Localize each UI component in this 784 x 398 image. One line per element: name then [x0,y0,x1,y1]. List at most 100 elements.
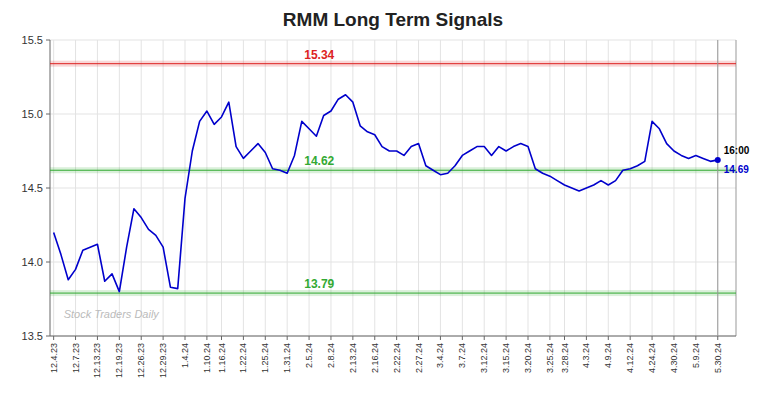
tick-mark [97,336,98,340]
tick-mark [46,40,50,41]
tick-mark [462,336,463,340]
grid-line [717,40,718,336]
tick-label: 1.4.24 [180,343,190,368]
tick-mark [695,336,696,340]
tick-mark [287,336,288,340]
tick-mark [119,336,120,340]
tick-mark [630,336,631,340]
plot-area [50,40,736,336]
tick-label: 15.5 [22,34,43,46]
tick-mark [484,336,485,340]
tick-mark [53,336,54,340]
tick-label: 1.22.24 [238,343,248,373]
tick-mark [506,336,507,340]
tick-mark [608,336,609,340]
end-time-label: 16:00 [724,145,750,156]
tick-label: 3.25.24 [545,343,555,373]
reference-band [50,290,736,296]
reference-line [50,293,736,294]
end-price-label: 14.69 [724,164,749,175]
tick-mark [374,336,375,340]
tick-mark [46,262,50,263]
tick-mark [352,336,353,340]
tick-mark [46,188,50,189]
x-axis-line [50,336,736,337]
grid-line [50,336,736,337]
tick-mark [75,336,76,340]
tick-label: 12.19.23 [114,343,124,378]
price-line [54,95,718,292]
tick-mark [717,336,718,340]
tick-label: 15.0 [22,108,43,120]
tick-label: 3.20.24 [523,343,533,373]
tick-label: 1.31.24 [282,343,292,373]
tick-mark [396,336,397,340]
tick-label: 12.26.23 [136,343,146,378]
tick-mark [185,336,186,340]
tick-mark [46,336,50,337]
tick-mark [564,336,565,340]
tick-mark [163,336,164,340]
tick-mark [221,336,222,340]
reference-label: 14.62 [304,154,334,168]
grid-line [50,40,736,41]
tick-mark [206,336,207,340]
tick-label: 12.7.23 [71,343,81,373]
tick-label: 4.9.24 [603,343,613,368]
tick-label: 2.5.24 [304,343,314,368]
end-marker-line [717,40,718,336]
tick-label: 14.0 [22,256,43,268]
tick-label: 1.16.24 [217,343,227,373]
tick-mark [528,336,529,340]
grid-line [50,188,736,189]
tick-mark [46,114,50,115]
tick-mark [418,336,419,340]
watermark: Stock Traders Daily [64,308,161,320]
tick-mark [265,336,266,340]
tick-mark [141,336,142,340]
grid [50,40,736,336]
chart: 13.5 14.0 14.5 15.0 15.5 12.4.23 12.7.23 12.13.… [0,0,784,398]
tick-mark [440,336,441,340]
tick-label: 2.27.24 [414,343,424,373]
tick-label: 1.25.24 [260,343,270,373]
tick-label: 2.22.24 [392,343,402,373]
tick-label: 3.12.24 [479,343,489,373]
grid-line [50,262,736,263]
tick-label: 3.4.24 [435,343,445,368]
axes: 13.5 14.0 14.5 15.0 15.5 12.4.23 12.7.23 12.13.… [22,34,736,378]
reference-label: 13.79 [304,277,334,291]
reference-label: 15.34 [304,48,334,62]
tick-mark [549,336,550,340]
reference-line [50,63,736,64]
tick-label: 4.30.24 [669,343,679,373]
tick-label: 12.4.23 [49,343,59,373]
tick-mark [330,336,331,340]
tick-label: 4.24.24 [647,343,657,373]
tick-label: 12.29.23 [158,343,168,378]
tick-label: 2.16.24 [370,343,380,373]
tick-label: 5.9.24 [691,343,701,368]
title: RMM Long Term Signals [283,9,503,30]
tick-label: 4.3.24 [581,343,591,368]
tick-mark [243,336,244,340]
tick-label: 14.5 [22,182,43,194]
reference-band [50,61,736,67]
grid-line [50,114,736,115]
tick-mark [309,336,310,340]
end-dot [715,157,721,163]
tick-label: 1.10.24 [202,343,212,373]
tick-mark [673,336,674,340]
tick-label: 3.7.24 [457,343,467,368]
tick-label: 3.15.24 [501,343,511,373]
reference-line [50,170,736,171]
tick-label: 13.5 [22,330,43,342]
tick-label: 2.8.24 [326,343,336,368]
tick-label: 4.12.24 [625,343,635,373]
tick-mark [652,336,653,340]
tick-label: 3.28.24 [560,343,570,373]
tick-label: 2.13.24 [348,343,358,373]
tick-label: 12.13.23 [92,343,102,378]
tick-label: 5.30.24 [713,343,723,373]
tick-mark [586,336,587,340]
